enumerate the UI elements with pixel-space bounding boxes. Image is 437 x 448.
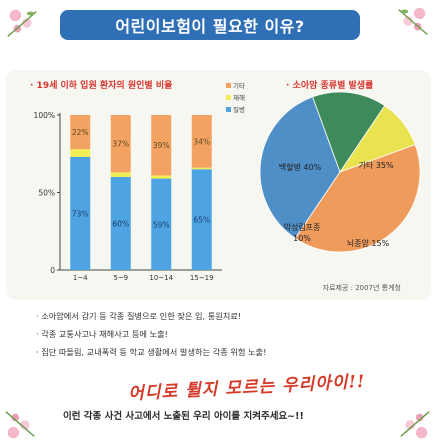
list-item: · 집단 따돌림, 교내폭력 등 학교 생활에서 발생하는 각종 위험 노출!: [36, 347, 267, 357]
bar-segment: [70, 115, 91, 150]
y-tick-label: 50%: [38, 189, 55, 198]
slogan: 어디로 튈지 모르는 우리아이!!: [127, 371, 366, 405]
y-tick-label: 0: [50, 266, 55, 275]
y-tick-label: 100%: [34, 111, 55, 120]
bar-segment: [191, 167, 212, 170]
bar-segment: [70, 149, 91, 157]
legend-label: 기타: [233, 81, 245, 90]
bar-segment: [110, 177, 131, 270]
pie-label: 뇌종양 15%: [347, 239, 390, 248]
flower-ornament-icon: [7, 9, 37, 37]
legend-swatch: [226, 107, 231, 112]
legend-label: 질병: [233, 105, 245, 114]
x-tick-label: 1~4: [73, 274, 88, 282]
data-label: 34%: [193, 137, 210, 146]
data-label: 65%: [193, 216, 210, 225]
data-label: 59%: [153, 220, 170, 229]
pie-label: 기타 35%: [358, 161, 393, 170]
bar-segment: [151, 115, 172, 176]
list-item: · 소아암에서 감기 등 각종 질병으로 인한 잦은 입, 통원치료!: [36, 311, 242, 321]
bar-segment: [70, 156, 91, 270]
x-tick-label: 5~9: [113, 274, 128, 282]
bar-segment: [110, 115, 131, 173]
legend-label: 재해: [233, 93, 245, 102]
pie-chart-title: · 소아암 종류별 발생률: [286, 81, 374, 91]
bar-segment: [191, 115, 212, 168]
pie-chart: 기타 35% 뇌종양 15% 악성림프종 10% 백혈병 40%: [259, 91, 421, 253]
data-label: 60%: [112, 220, 129, 229]
legend-swatch: [226, 95, 231, 100]
data-label: 39%: [153, 141, 170, 150]
bullet-list: · 소아암에서 감기 등 각종 질병으로 인한 잦은 입, 통원치료! · 각종…: [36, 307, 266, 361]
data-label: 22%: [72, 128, 89, 137]
pie-slice: [294, 144, 421, 253]
pie-label: 악성림프종: [284, 222, 321, 232]
flower-ornament-icon: [5, 411, 35, 439]
data-label: 73%: [72, 209, 89, 218]
pie-label: 백혈병 40%: [279, 162, 322, 172]
page-title: 어린이보험이 필요한 이유?: [60, 10, 360, 40]
flower-ornament-icon: [398, 7, 428, 35]
bar-segment: [151, 178, 172, 270]
bar-chart: 0 50% 100% 73% 22% 1~4 60% 37% 5~9 59% 39% 10~14 65%…: [34, 81, 245, 282]
legend-swatch: [226, 83, 231, 88]
bar-segment: [110, 172, 131, 177]
x-tick-label: 10~14: [149, 274, 173, 282]
source-note: 자료제공 : 2007년 통계청: [322, 284, 401, 292]
bar-chart-title: · 19세 이하 입원 환자의 원인별 비율: [30, 81, 173, 91]
x-tick-label: 15~19: [190, 274, 214, 282]
pie-label: 10%: [293, 234, 311, 243]
bar-segment: [151, 175, 172, 179]
flower-ornament-icon: [400, 411, 430, 439]
list-item: · 각종 교통사고나 재해사고 등에 노출!: [36, 329, 168, 339]
footer-message: 이런 각종 사건 사고에서 노출된 우리 아이를 지켜주세요~!!: [63, 411, 304, 422]
bar-segment: [191, 169, 212, 270]
pie-slice: [259, 96, 341, 239]
pie-slice: [312, 91, 386, 173]
data-label: 37%: [112, 140, 129, 149]
